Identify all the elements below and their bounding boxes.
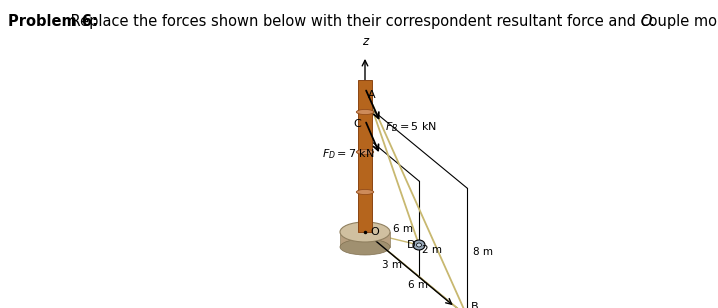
Text: 3 m: 3 m [382,260,402,270]
Polygon shape [340,232,390,247]
Ellipse shape [340,239,390,255]
Text: Problem 6:: Problem 6: [8,14,98,29]
Text: C: C [353,119,361,129]
Ellipse shape [413,240,425,250]
Text: Replace the forces shown below with their correspondent resultant force and coup: Replace the forces shown below with thei… [66,14,718,29]
Text: 6 m: 6 m [408,280,428,290]
Text: $F_D = 7$ kN: $F_D = 7$ kN [322,147,375,161]
Text: z: z [362,35,368,48]
Ellipse shape [356,110,374,115]
Text: x: x [453,305,460,308]
Text: $F_B = 5$ kN: $F_B = 5$ kN [385,121,437,135]
Polygon shape [358,80,372,232]
Text: B: B [471,302,479,308]
Text: 8 m: 8 m [473,247,493,257]
Text: 2 m: 2 m [422,245,442,255]
Ellipse shape [356,189,374,194]
Ellipse shape [340,222,390,242]
Text: 6 m: 6 m [393,224,413,234]
Text: O: O [370,227,379,237]
Text: O: O [640,14,651,29]
Text: A: A [368,90,376,100]
Ellipse shape [356,149,374,155]
Text: D: D [406,240,415,250]
Text: .: . [649,14,654,29]
Ellipse shape [416,243,421,247]
